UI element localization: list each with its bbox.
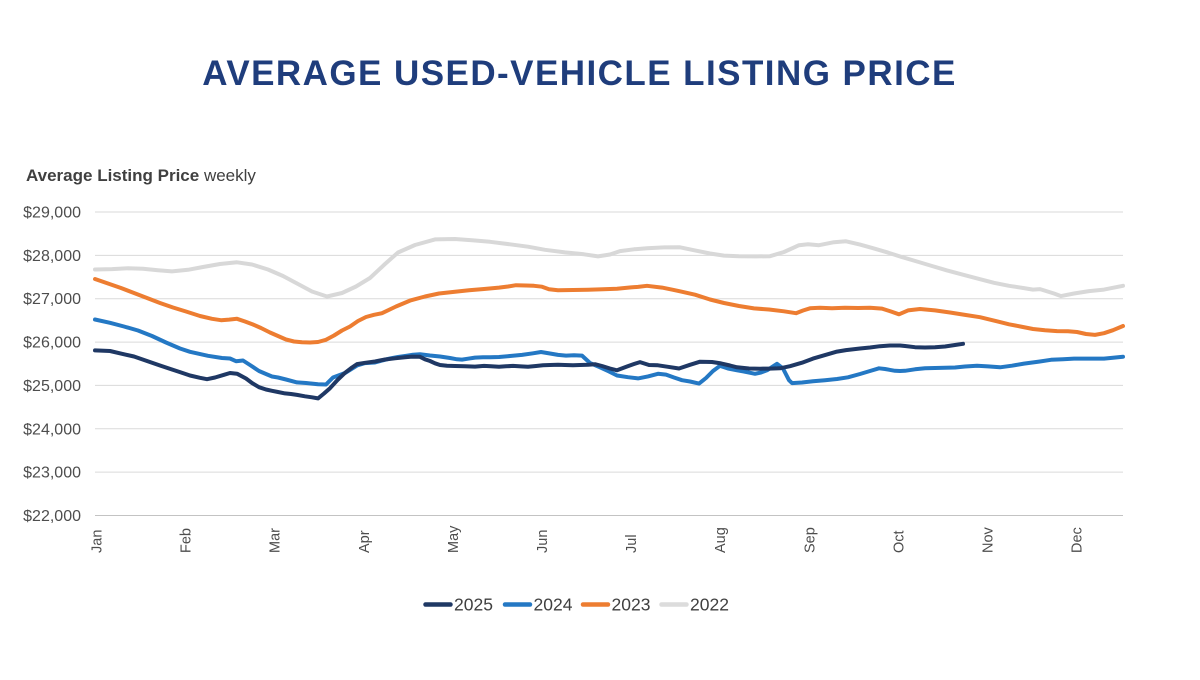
svg-text:Nov: Nov [981,526,997,553]
svg-text:2025: 2025 [454,595,493,615]
svg-text:Oct: Oct [891,530,907,553]
svg-text:Dec: Dec [1070,527,1086,553]
svg-text:$28,000: $28,000 [23,248,81,265]
svg-text:Jul: Jul [624,534,640,553]
svg-text:May: May [446,525,462,553]
svg-text:Jan: Jan [90,530,106,553]
svg-text:2022: 2022 [690,595,729,615]
svg-text:$22,000: $22,000 [23,508,81,525]
svg-text:Aug: Aug [713,527,729,553]
svg-text:$26,000: $26,000 [23,335,81,352]
svg-text:Sep: Sep [802,527,818,553]
svg-text:Mar: Mar [268,528,284,553]
svg-text:2024: 2024 [534,595,573,615]
svg-text:Apr: Apr [357,530,373,553]
svg-text:Jun: Jun [535,530,551,553]
svg-text:$27,000: $27,000 [23,291,81,308]
svg-text:$23,000: $23,000 [23,465,81,482]
svg-text:2023: 2023 [612,595,651,615]
svg-text:Feb: Feb [179,528,195,553]
svg-text:$29,000: $29,000 [23,205,81,222]
svg-text:$24,000: $24,000 [23,421,81,438]
svg-text:$25,000: $25,000 [23,378,81,395]
